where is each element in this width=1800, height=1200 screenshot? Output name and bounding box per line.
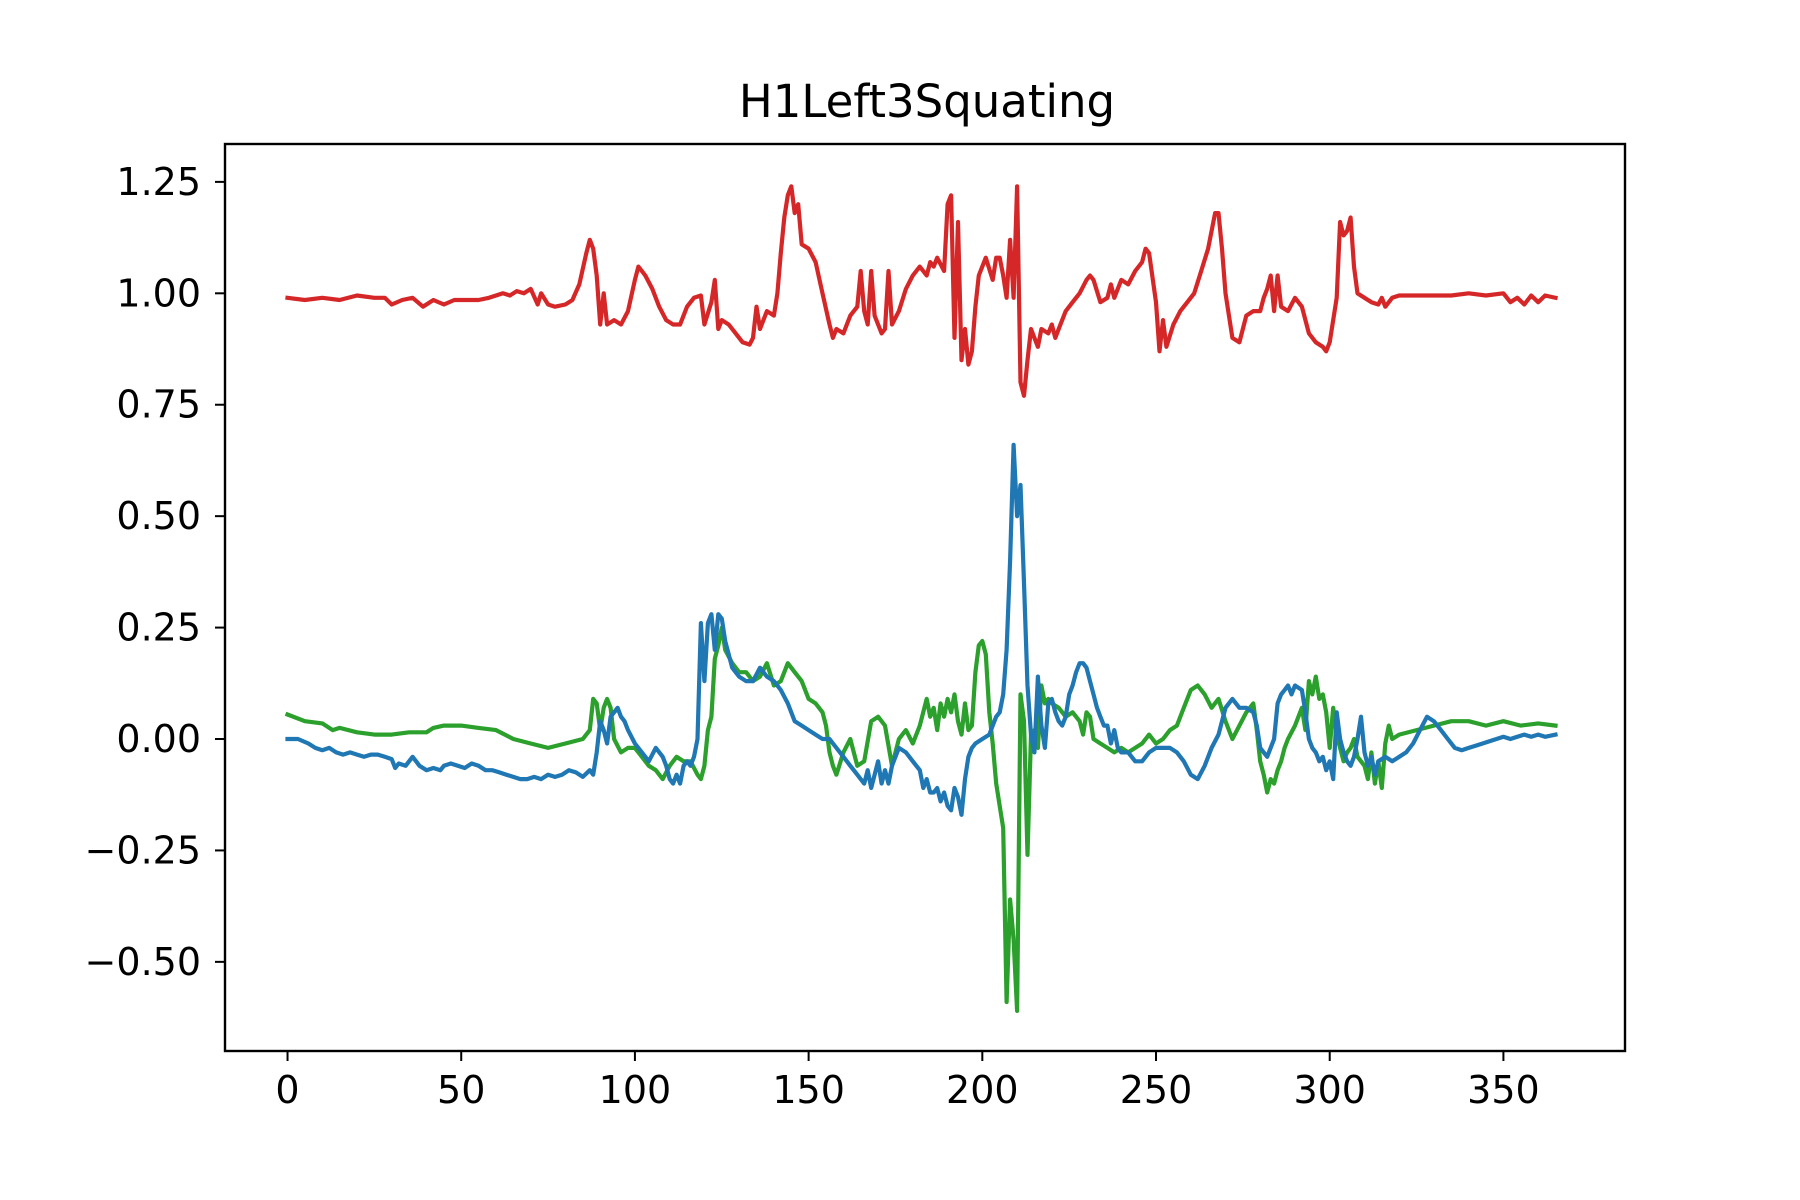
x-tick-label: 200 [946,1068,1019,1112]
y-tick-label: −0.25 [85,828,201,872]
y-tick-label: 1.25 [116,160,201,204]
x-tick-label: 350 [1467,1068,1540,1112]
y-tick-label: 0.75 [116,383,201,427]
series-layer [284,184,1559,1013]
x-tick-label: 100 [599,1068,672,1112]
y-tick-label: 0.25 [116,606,201,650]
y-tick-label: 0.50 [116,494,201,538]
x-tick-label: 300 [1293,1068,1366,1112]
x-tick-label: 250 [1120,1068,1193,1112]
x-tick-label: 50 [437,1068,485,1112]
chart-title: H1Left3Squating [739,75,1115,128]
x-axis: 0 50 100 150 200 250 300 350 [275,1051,1540,1112]
series-line-1 [285,184,1559,398]
series-line-2 [284,625,1558,1013]
x-tick-label: 0 [275,1068,299,1112]
plot-frame [223,142,1627,1053]
y-tick-label: 0.00 [116,717,201,761]
y-tick-label: −0.50 [85,940,201,984]
y-tick-label: 1.00 [116,271,201,315]
x-tick-label: 150 [772,1068,845,1112]
series-line-3 [285,442,1558,817]
y-axis: −0.50 −0.25 0.00 0.25 0.50 0.75 1.00 1.25 [85,160,225,984]
